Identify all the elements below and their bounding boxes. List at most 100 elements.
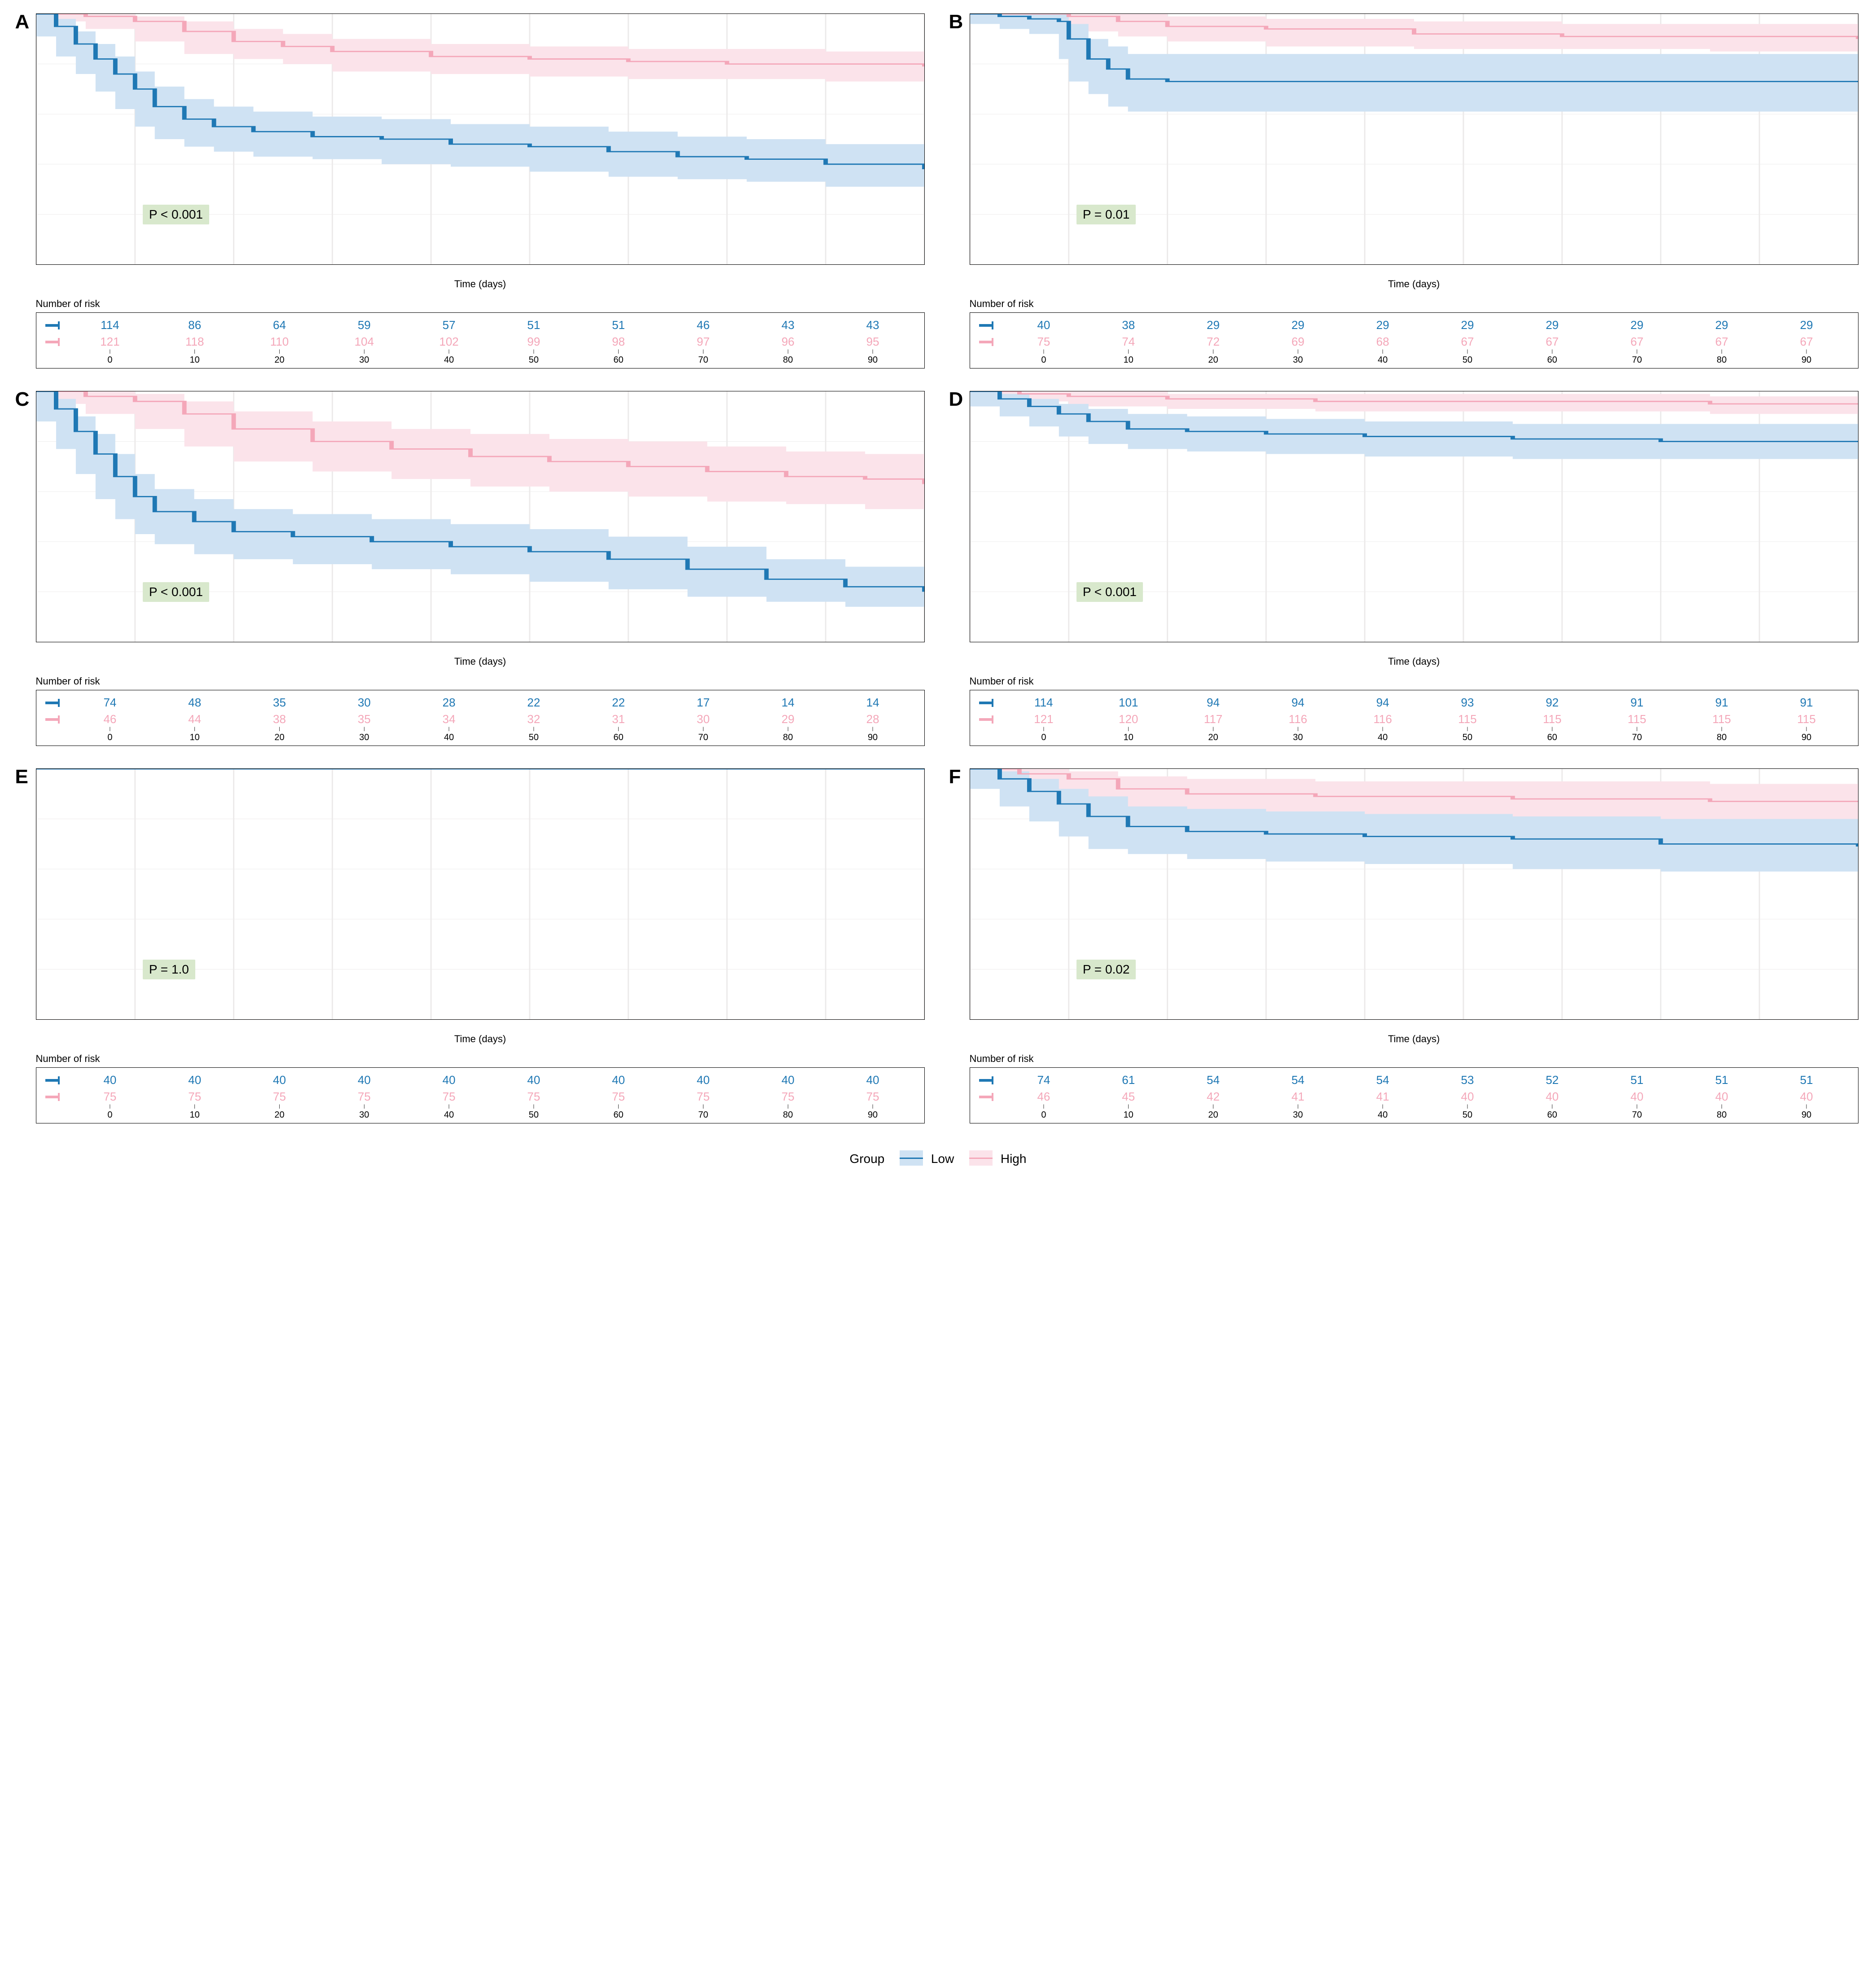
risk-cell: 72	[1171, 335, 1256, 349]
panel-letter: F	[949, 766, 961, 788]
p-value-badge: P < 0.001	[143, 582, 209, 602]
panel-grid: A Infection-free rate 010203040506070809…	[18, 13, 1858, 1123]
risk-axis: 0102030405060708090	[979, 733, 1849, 743]
risk-cell: 115	[1764, 712, 1849, 726]
risk-cell: 29	[746, 712, 830, 726]
risk-cell: 120	[1086, 712, 1171, 726]
risk-cell: 93	[1425, 696, 1510, 710]
risk-cell: 75	[491, 1090, 576, 1104]
risk-marker-low	[45, 702, 58, 704]
risk-marker-low	[979, 324, 992, 327]
risk-cell: 75	[576, 1090, 661, 1104]
risk-axis: 0102030405060708090	[45, 733, 915, 743]
risk-cell: 40	[1425, 1090, 1510, 1104]
risk-cell: 110	[237, 335, 322, 349]
risk-cell: 94	[1171, 696, 1256, 710]
risk-row-low: 40382929292929292929	[979, 318, 1849, 332]
risk-cell: 92	[1510, 696, 1595, 710]
risk-cell: 40	[491, 1073, 576, 1087]
risk-marker-low	[45, 1079, 58, 1082]
risk-cell: 69	[1256, 335, 1340, 349]
panel-letter: C	[15, 388, 30, 411]
panel-E: E ACLF-free rate 01020304050607080900.20…	[18, 768, 925, 1123]
risk-cell: 98	[576, 335, 661, 349]
legend-label: Low	[931, 1152, 954, 1166]
risk-cell: 28	[830, 712, 915, 726]
risk-cell: 29	[1764, 318, 1849, 332]
risk-cell: 53	[1425, 1073, 1510, 1087]
risk-cell: 54	[1256, 1073, 1340, 1087]
risk-cell: 116	[1256, 712, 1340, 726]
risk-cell: 29	[1425, 318, 1510, 332]
risk-row-low: 114866459575151464343	[45, 318, 915, 332]
risk-cell: 40	[1510, 1090, 1595, 1104]
risk-cell: 64	[237, 318, 322, 332]
risk-cell: 118	[152, 335, 237, 349]
risk-cell: 14	[746, 696, 830, 710]
risk-axis: 0102030405060708090	[45, 355, 915, 365]
risk-cell: 44	[152, 712, 237, 726]
risk-cell: 54	[1340, 1073, 1425, 1087]
risk-cell: 104	[322, 335, 407, 349]
panel-letter: B	[949, 11, 963, 33]
risk-row-low: 74483530282222171414	[45, 696, 915, 710]
risk-cell: 75	[746, 1090, 830, 1104]
legend-label: High	[1001, 1152, 1027, 1166]
risk-cell: 30	[322, 696, 407, 710]
x-axis-title: Time (days)	[36, 278, 925, 290]
risk-cell: 40	[1002, 318, 1086, 332]
risk-cell: 94	[1340, 696, 1425, 710]
risk-cell: 91	[1764, 696, 1849, 710]
risk-axis: 0102030405060708090	[979, 355, 1849, 365]
risk-row-high: 121120117116116115115115115115	[979, 712, 1849, 726]
risk-cell: 115	[1425, 712, 1510, 726]
risk-cell: 96	[746, 335, 830, 349]
risk-cell: 22	[491, 696, 576, 710]
risk-cell: 54	[1171, 1073, 1256, 1087]
risk-cell: 46	[1002, 1090, 1086, 1104]
ci-band-high	[36, 14, 924, 82]
p-value-badge: P = 0.02	[1076, 960, 1136, 979]
panel-letter: D	[949, 388, 963, 411]
risk-cell: 40	[1595, 1090, 1679, 1104]
risk-cell: 29	[1171, 318, 1256, 332]
risk-row-low: 74615454545352515151	[979, 1073, 1849, 1087]
risk-table-title: Number of risk	[970, 676, 1858, 687]
risk-cell: 51	[491, 318, 576, 332]
risk-row-high: 46454241414040404040	[979, 1090, 1849, 1104]
risk-cell: 91	[1595, 696, 1679, 710]
risk-marker-high	[45, 1096, 58, 1098]
risk-cell: 86	[152, 318, 237, 332]
risk-cell: 121	[1002, 712, 1086, 726]
risk-cell: 74	[68, 696, 153, 710]
risk-table-title: Number of risk	[36, 676, 925, 687]
risk-cell: 115	[1679, 712, 1764, 726]
risk-table: 1141019494949392919191 12112011711611611…	[970, 690, 1858, 746]
risk-cell: 102	[407, 335, 492, 349]
risk-cell: 29	[1510, 318, 1595, 332]
panel-A: A Infection-free rate 010203040506070809…	[18, 13, 925, 368]
risk-cell: 74	[1086, 335, 1171, 349]
risk-row-high: 46443835343231302928	[45, 712, 915, 726]
panel-letter: A	[15, 11, 30, 33]
risk-cell: 29	[1679, 318, 1764, 332]
risk-table-title: Number of risk	[970, 1053, 1858, 1065]
risk-cell: 114	[68, 318, 153, 332]
risk-cell: 67	[1679, 335, 1764, 349]
risk-cell: 38	[237, 712, 322, 726]
risk-cell: 67	[1595, 335, 1679, 349]
risk-cell: 38	[1086, 318, 1171, 332]
risk-row-high: 75757575757575757575	[45, 1090, 915, 1104]
risk-cell: 75	[407, 1090, 492, 1104]
risk-axis: 0102030405060708090	[979, 1110, 1849, 1120]
risk-marker-high	[979, 1096, 992, 1098]
risk-cell: 67	[1764, 335, 1849, 349]
risk-cell: 115	[1595, 712, 1679, 726]
risk-cell: 51	[1679, 1073, 1764, 1087]
risk-cell: 34	[407, 712, 492, 726]
risk-cell: 40	[237, 1073, 322, 1087]
risk-table: 74483530282222171414 4644383534323130292…	[36, 690, 925, 746]
risk-cell: 61	[1086, 1073, 1171, 1087]
risk-cell: 59	[322, 318, 407, 332]
risk-cell: 117	[1171, 712, 1256, 726]
